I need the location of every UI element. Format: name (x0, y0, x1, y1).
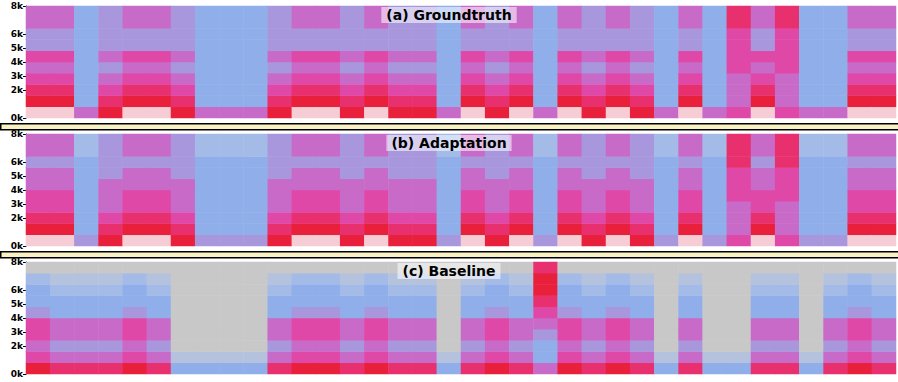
svg-text:3k: 3k (11, 327, 24, 337)
svg-text:0k: 0k (11, 369, 24, 379)
svg-text:0k: 0k (11, 241, 24, 251)
svg-text:8k: 8k (11, 129, 24, 139)
svg-text:0k: 0k (11, 113, 24, 123)
svg-text:6k: 6k (11, 157, 24, 167)
svg-text:3k: 3k (11, 71, 24, 81)
svg-text:8k: 8k (11, 257, 24, 267)
svg-text:4k: 4k (11, 185, 24, 195)
svg-text:5k: 5k (11, 299, 24, 309)
svg-text:(b) Adaptation: (b) Adaptation (391, 135, 506, 151)
svg-text:4k: 4k (11, 57, 24, 67)
svg-text:6k: 6k (11, 29, 24, 39)
svg-text:5k: 5k (11, 171, 24, 181)
svg-text:(a) Groundtruth: (a) Groundtruth (386, 7, 511, 23)
svg-text:8k: 8k (11, 1, 24, 11)
svg-text:5k: 5k (11, 43, 24, 53)
svg-text:4k: 4k (11, 313, 24, 323)
svg-text:2k: 2k (11, 85, 24, 95)
svg-text:(c) Baseline: (c) Baseline (403, 263, 496, 279)
svg-text:3k: 3k (11, 199, 24, 209)
svg-text:2k: 2k (11, 341, 24, 351)
svg-text:2k: 2k (11, 213, 24, 223)
svg-text:6k: 6k (11, 285, 24, 295)
